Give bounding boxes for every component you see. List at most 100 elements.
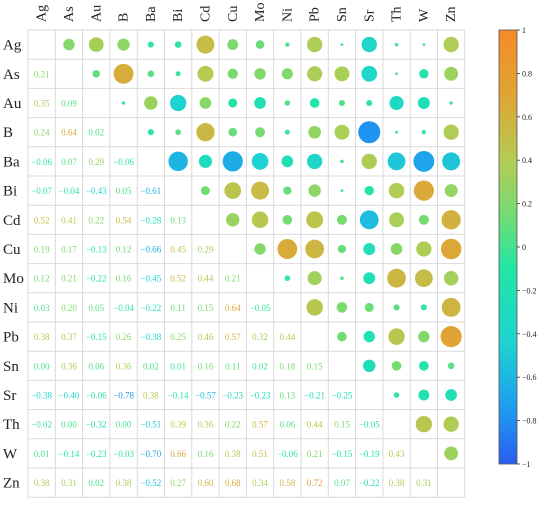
correlation-circle <box>420 304 427 311</box>
correlation-value: 0.24 <box>34 128 50 138</box>
correlation-circle <box>200 186 210 196</box>
correlation-value: −0.15 <box>332 449 353 459</box>
correlation-circle <box>175 71 181 77</box>
correlation-circle <box>447 362 455 370</box>
column-label: Th <box>390 6 405 22</box>
correlation-circle <box>306 211 324 229</box>
correlation-value: −0.22 <box>86 274 107 284</box>
column-label: Au <box>89 5 104 22</box>
correlation-circle <box>394 42 399 47</box>
correlation-circle <box>443 36 459 53</box>
correlation-value: 0.05 <box>88 303 104 313</box>
column-label: Ag <box>35 5 50 22</box>
correlation-value: 0.02 <box>88 128 104 138</box>
correlation-value: 0.54 <box>116 215 132 225</box>
correlation-value: 0.02 <box>88 478 104 488</box>
correlation-circle <box>88 37 104 52</box>
correlation-circle <box>364 302 374 312</box>
correlation-circle <box>449 101 453 105</box>
correlation-circle <box>336 214 347 225</box>
correlation-value: 0.68 <box>225 478 241 488</box>
correlation-value: 0.12 <box>34 274 50 284</box>
correlation-circle <box>443 270 459 286</box>
correlation-value: 0.37 <box>61 332 77 342</box>
correlation-circle <box>387 268 406 288</box>
correlation-circle <box>306 36 323 53</box>
colorbar-gradient <box>498 29 518 465</box>
row-label: Cu <box>3 242 21 258</box>
correlation-circle <box>441 297 461 317</box>
correlation-circle <box>440 238 462 260</box>
correlation-value: 0.26 <box>116 332 132 342</box>
correlation-circle <box>147 129 154 136</box>
correlation-value: −0.28 <box>140 215 161 225</box>
correlation-value: 0.07 <box>61 157 77 167</box>
correlation-circle <box>227 39 239 51</box>
correlation-circle <box>284 129 290 135</box>
correlation-value: 0.12 <box>116 245 132 255</box>
correlation-circle <box>227 68 238 79</box>
correlation-circle <box>251 211 269 229</box>
correlation-value: 0.57 <box>252 420 268 430</box>
correlation-value: −0.05 <box>250 303 271 313</box>
correlation-value: 0.44 <box>279 332 295 342</box>
correlation-value: 0.02 <box>252 361 268 371</box>
correlation-circle <box>444 66 459 81</box>
correlation-value: 0.05 <box>116 186 132 196</box>
row-label: Cd <box>3 213 21 229</box>
correlation-circle <box>366 99 373 107</box>
correlation-circle <box>389 95 404 111</box>
correlation-value: 0.43 <box>389 449 405 459</box>
correlation-circle <box>413 150 435 172</box>
correlation-circle <box>309 98 320 108</box>
correlation-value: −0.13 <box>86 245 107 255</box>
colorbar-tick-label: 0 <box>522 243 526 252</box>
correlation-value: 0.72 <box>307 478 323 488</box>
correlation-circle <box>415 416 433 433</box>
correlation-value: 0.38 <box>34 332 50 342</box>
correlation-value: 0.36 <box>61 361 77 371</box>
correlation-value: 0.21 <box>34 69 50 79</box>
correlation-value: 0.07 <box>334 478 350 488</box>
correlation-circle <box>305 239 325 259</box>
correlation-circle <box>393 304 400 311</box>
correlation-value: 0.16 <box>198 361 214 371</box>
correlation-circle <box>338 99 345 107</box>
correlation-value: −0.57 <box>195 391 216 401</box>
correlation-circle <box>440 326 462 348</box>
correlation-circle <box>443 416 459 432</box>
row-label: As <box>3 67 20 83</box>
correlation-value: 0.44 <box>307 420 323 430</box>
correlation-circle <box>363 243 376 255</box>
correlation-value: 0.36 <box>198 420 214 430</box>
correlation-value: 0.58 <box>279 478 295 488</box>
correlation-circle <box>340 189 344 193</box>
correlation-value: 0.13 <box>279 391 295 401</box>
correlation-circle <box>337 244 347 254</box>
correlation-circle <box>422 43 426 46</box>
correlation-value: 0.38 <box>143 391 159 401</box>
correlation-circle <box>443 124 459 140</box>
correlation-circle <box>306 153 323 170</box>
correlation-value: −0.04 <box>59 186 80 196</box>
correlation-value: 0.32 <box>252 332 268 342</box>
correlation-value: −0.25 <box>332 391 353 401</box>
correlation-circle <box>421 130 427 135</box>
correlation-value: −0.03 <box>113 449 134 459</box>
correlation-value: 0.64 <box>61 128 77 138</box>
column-label: Cd <box>198 6 213 22</box>
correlation-circle <box>442 152 461 171</box>
correlation-value: −0.06 <box>31 157 52 167</box>
row-label: Sn <box>3 359 19 375</box>
row-label: Th <box>3 417 20 433</box>
correlation-circle <box>416 241 432 257</box>
correlation-circle <box>419 69 429 79</box>
correlation-circle <box>363 359 376 373</box>
correlation-value: −0.21 <box>304 391 325 401</box>
correlation-value: −0.52 <box>140 478 161 488</box>
correlation-value: −0.04 <box>113 303 134 313</box>
correlation-circle <box>251 181 270 200</box>
correlation-value: 0.18 <box>279 361 295 371</box>
correlation-circle <box>254 97 266 109</box>
row-label: B <box>3 125 13 141</box>
